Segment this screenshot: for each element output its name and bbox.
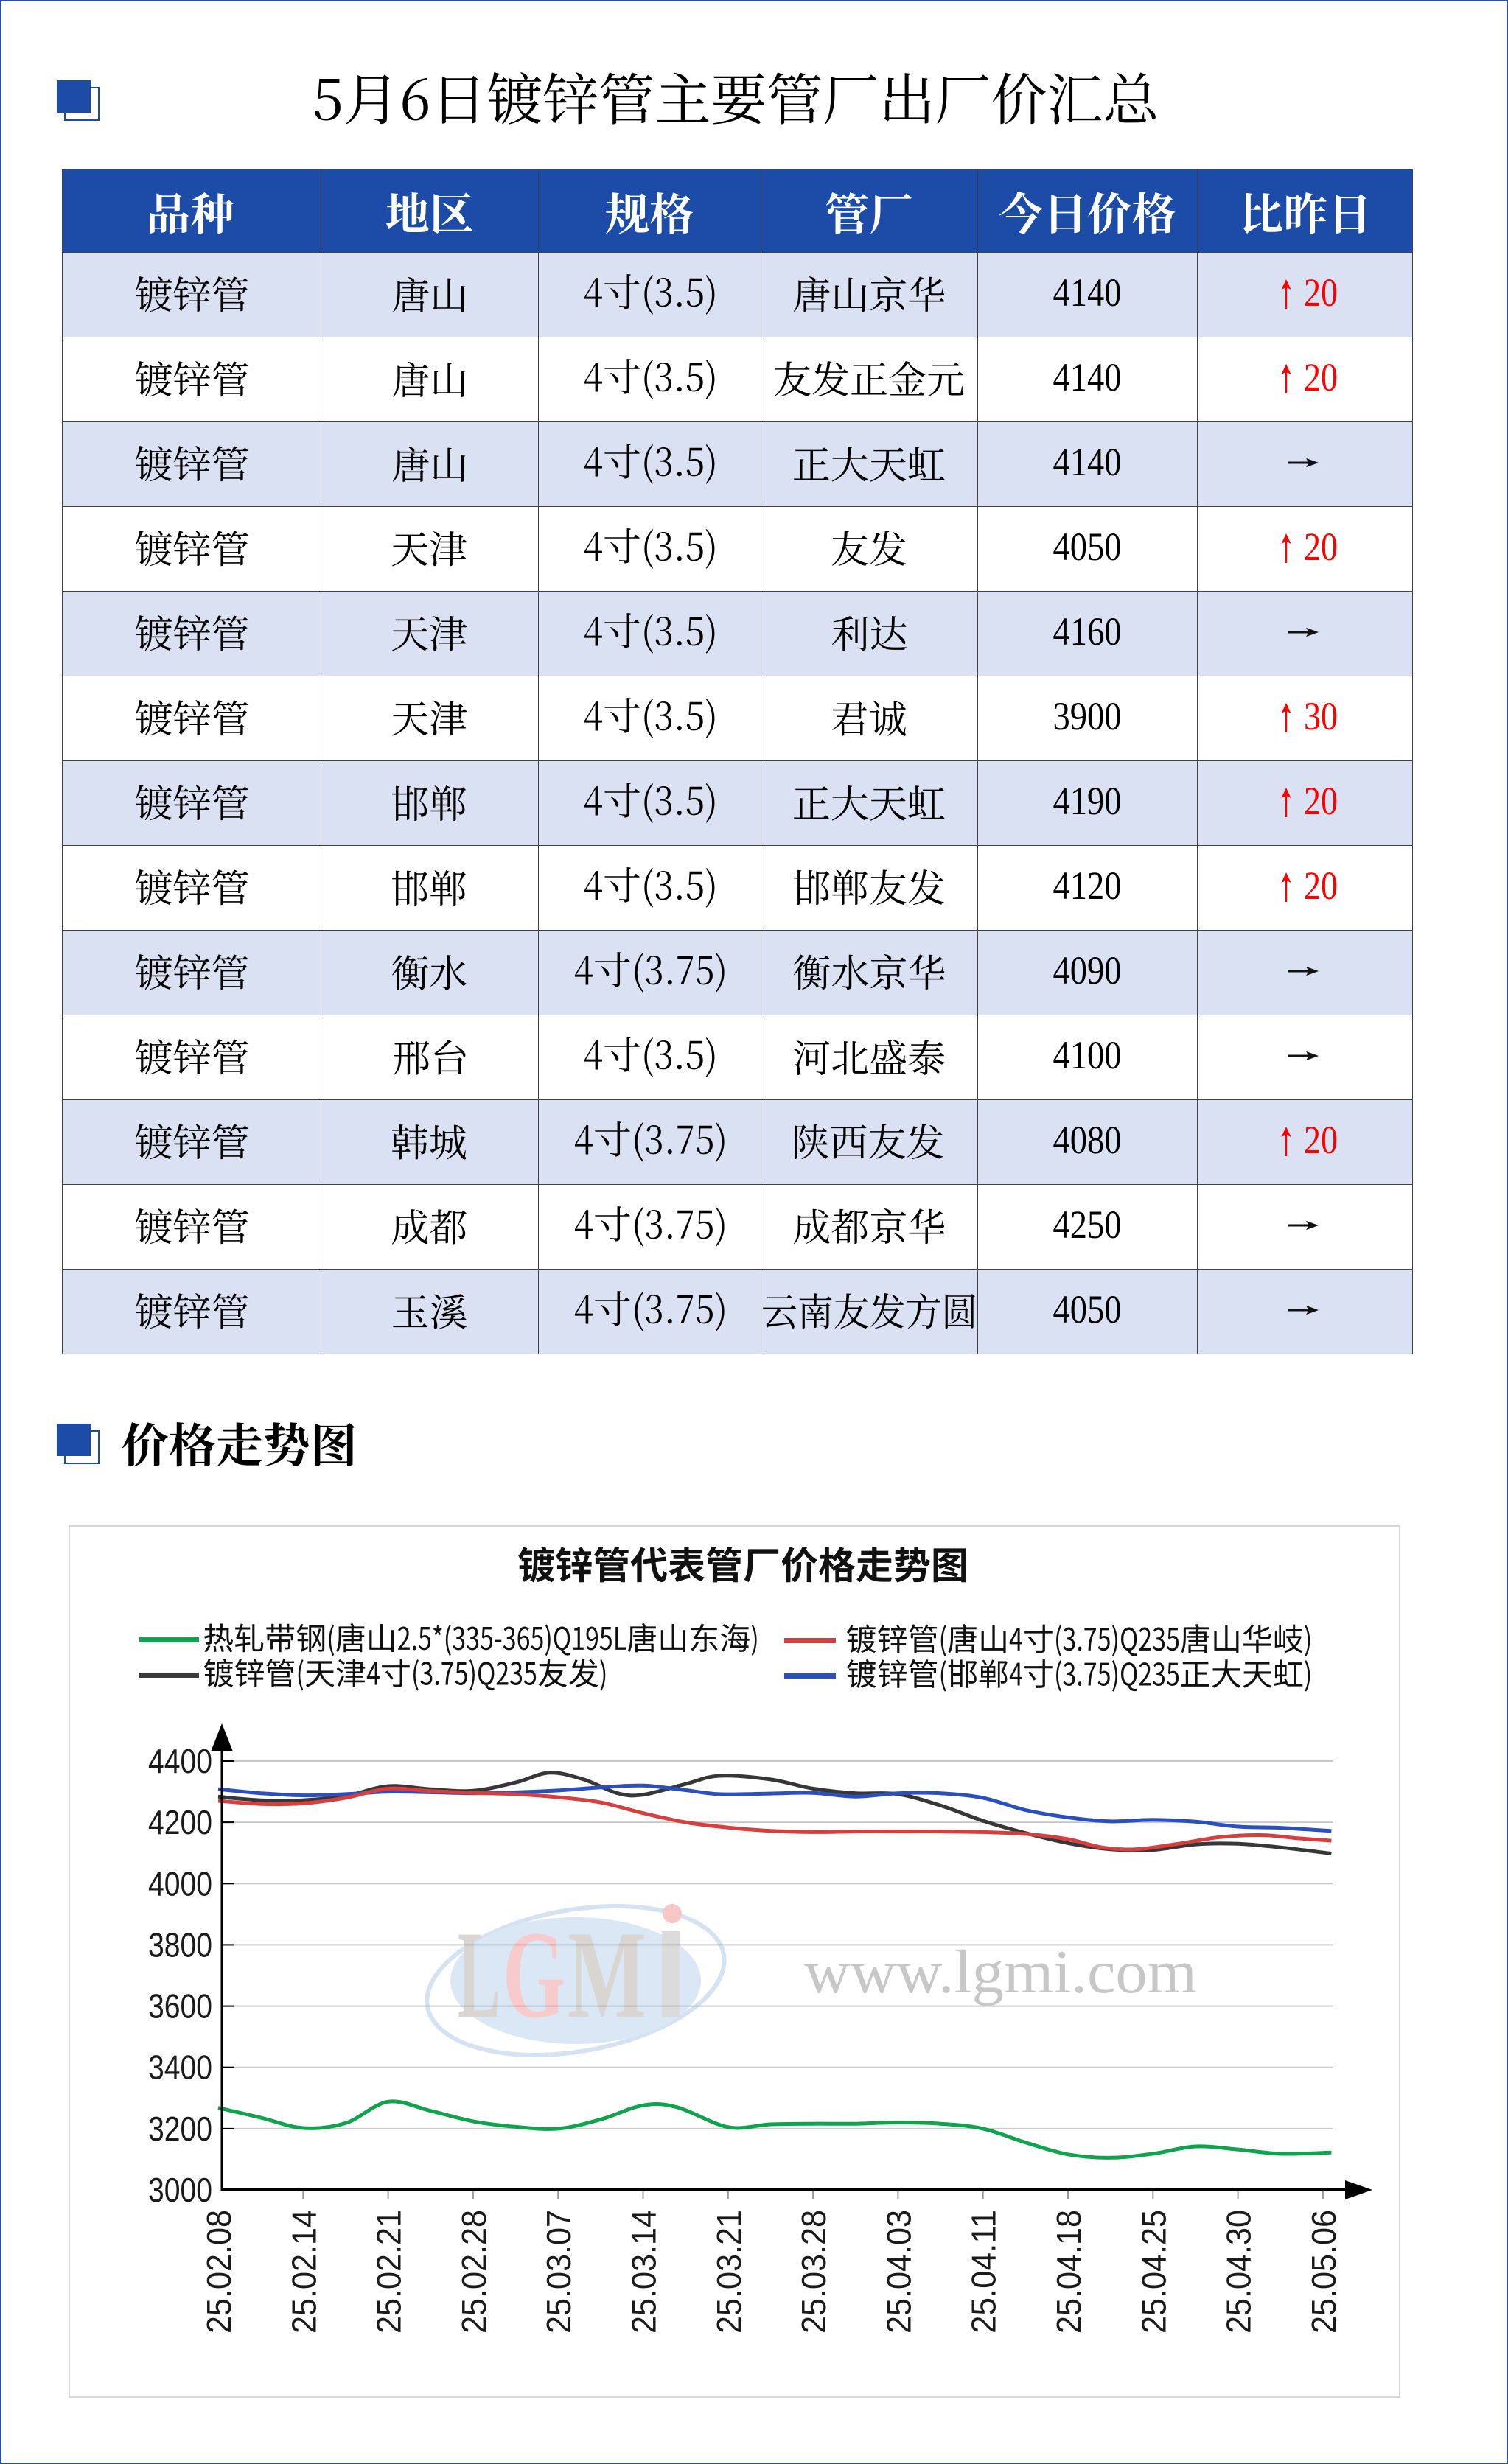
svg-text:3900: 3900 [1053,694,1122,738]
svg-text:4080: 4080 [1053,1118,1122,1162]
svg-text:4160: 4160 [1053,609,1122,654]
svg-text:4000: 4000 [148,1864,212,1903]
svg-text:20: 20 [1304,779,1338,823]
svg-text:25.02.21: 25.02.21 [370,2210,408,2334]
svg-text:4200: 4200 [148,1803,212,1841]
svg-text:M: M [568,1905,646,2044]
svg-text:30: 30 [1304,694,1338,738]
svg-text:20: 20 [1304,270,1338,315]
svg-text:4100: 4100 [1053,1033,1122,1077]
svg-text:4400: 4400 [148,1742,212,1780]
svg-text:25.02.14: 25.02.14 [285,2210,323,2334]
svg-text:20: 20 [1304,864,1338,908]
svg-text:25.04.25: 25.04.25 [1134,2210,1173,2334]
svg-text:25.04.30: 25.04.30 [1220,2210,1258,2334]
svg-text:25.03.14: 25.03.14 [625,2210,663,2334]
svg-text:4090: 4090 [1053,948,1122,993]
svg-text:25.03.07: 25.03.07 [540,2210,578,2334]
svg-text:20: 20 [1304,1118,1338,1162]
svg-text:4140: 4140 [1053,270,1122,315]
svg-text:3600: 3600 [148,1987,212,2026]
svg-text:4050: 4050 [1053,1287,1122,1331]
svg-text:3200: 3200 [148,2110,212,2148]
svg-text:3000: 3000 [148,2171,212,2209]
svg-text:20: 20 [1304,355,1338,399]
svg-text:L: L [458,1905,500,2044]
svg-text:25.03.28: 25.03.28 [795,2210,833,2334]
svg-text:25.05.06: 25.05.06 [1305,2210,1343,2334]
svg-text:3400: 3400 [148,2048,212,2087]
svg-text:www.lgmi.com: www.lgmi.com [804,1938,1197,2006]
svg-text:25.04.03: 25.04.03 [879,2210,918,2334]
svg-text:4140: 4140 [1053,355,1122,399]
svg-text:4050: 4050 [1053,525,1122,569]
svg-text:G: G [503,1905,565,2044]
svg-text:20: 20 [1304,525,1338,569]
svg-text:25.02.08: 25.02.08 [200,2210,238,2334]
svg-text:3800: 3800 [148,1925,212,1964]
svg-text:25.02.28: 25.02.28 [455,2210,493,2334]
svg-text:4120: 4120 [1053,864,1122,908]
svg-text:4140: 4140 [1053,440,1122,484]
svg-text:25.03.21: 25.03.21 [710,2210,748,2334]
svg-text:4190: 4190 [1053,779,1122,823]
svg-text:25.04.11: 25.04.11 [965,2210,1003,2334]
svg-text:25.04.18: 25.04.18 [1050,2210,1088,2334]
svg-text:4250: 4250 [1053,1203,1122,1247]
